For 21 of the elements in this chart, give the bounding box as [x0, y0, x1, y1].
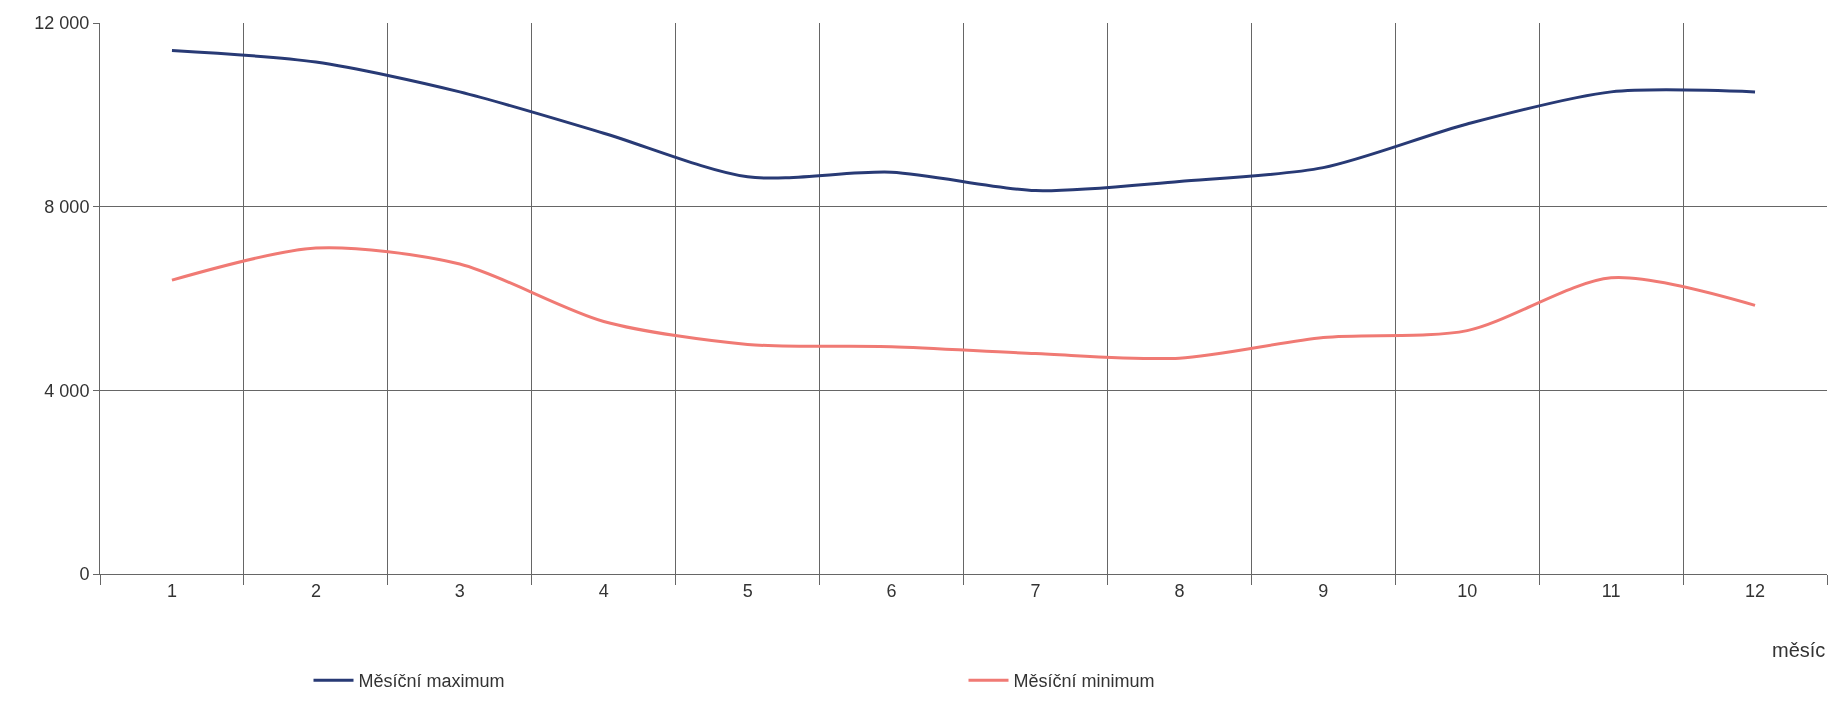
x-tick-label: 3 — [454, 580, 465, 601]
y-tick-label: 0 — [79, 564, 90, 585]
x-tick-label: 7 — [1030, 580, 1041, 601]
x-tick-label: 11 — [1601, 580, 1621, 601]
x-tick-label: 9 — [1318, 580, 1329, 601]
x-tick-label: 1 — [166, 580, 177, 601]
x-axis-title: měsíc — [1772, 639, 1826, 661]
y-tick-label: 8 000 — [44, 196, 90, 217]
x-tick-label: 4 — [598, 580, 609, 601]
x-tick-label: 8 — [1174, 580, 1185, 601]
line-series — [170, 246, 1757, 361]
y-tick-label: 12 000 — [34, 13, 90, 34]
x-tick-label: 2 — [310, 580, 321, 601]
legend-label: Měsíční maximum — [358, 671, 505, 692]
y-tick-label: 4 000 — [44, 380, 90, 401]
x-tick-label: 5 — [742, 580, 753, 601]
legend-label: Měsíční minimum — [1013, 671, 1155, 692]
x-tick-label: 12 — [1745, 580, 1766, 601]
x-tick-label: 10 — [1457, 580, 1478, 601]
line-series — [170, 49, 1757, 193]
x-tick-label: 6 — [886, 580, 897, 601]
